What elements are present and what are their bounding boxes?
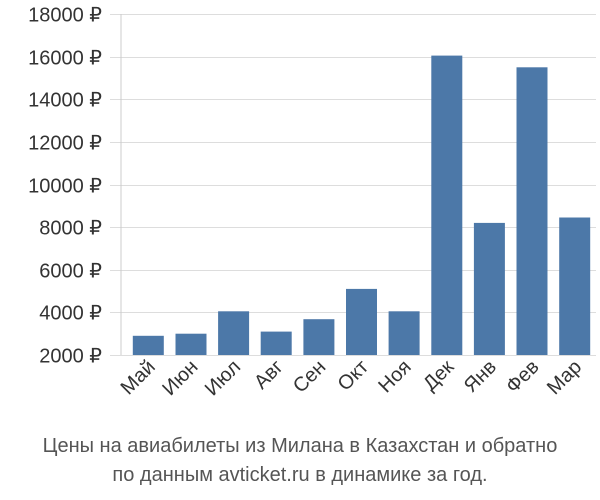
y-tick-label: 10000 ₽ [28,176,102,198]
bar [388,311,420,355]
y-tick-label: 18000 ₽ [28,5,102,27]
x-tick-label: Сен [289,356,330,397]
y-tick-label: 16000 ₽ [28,48,102,70]
y-tick-label: 12000 ₽ [28,133,102,155]
x-tick-label: Июл [201,356,245,400]
bar [132,335,164,355]
bar [218,311,250,355]
bar [175,333,207,355]
bar [431,55,463,355]
bar [260,331,292,355]
price-bar-chart: 2000 ₽ 4000 ₽ 6000 ₽ 8000 ₽ 10000 ₽ 12000 ₽ 14… [28,5,596,400]
bar [516,67,548,356]
x-tick-label: Окт [334,356,373,395]
x-tick-label: Янв [460,356,501,397]
y-tick-label: 8000 ₽ [39,218,102,240]
y-tick-labels: 2000 ₽ 4000 ₽ 6000 ₽ 8000 ₽ 10000 ₽ 12000 ₽ 14… [28,5,102,368]
y-tick-label: 4000 ₽ [39,303,102,325]
x-tick-label: Май [117,356,160,399]
y-tick-label: 2000 ₽ [39,346,102,368]
grid-lines [110,14,596,356]
caption-line-1: Цены на авиабилеты из Милана в Казахстан… [42,435,558,457]
x-tick-label: Фев [502,356,544,398]
x-tick-label: Июн [158,356,202,400]
bar [303,319,335,355]
bar [559,217,591,355]
y-tick-label: 14000 ₽ [28,90,102,112]
x-tick-label: Авг [250,356,288,394]
bar [346,288,377,355]
y-tick-label: 6000 ₽ [39,261,102,283]
bars [132,55,591,356]
caption-line-2: по данным avticket.ru в динамике за год. [112,464,488,486]
chart-caption: Цены на авиабилеты из Милана в Казахстан… [0,432,600,490]
x-tick-label: Ноя [374,356,415,397]
x-tick-label: Мар [543,356,586,399]
x-tick-label: Дек [419,356,458,395]
bar [473,222,505,355]
